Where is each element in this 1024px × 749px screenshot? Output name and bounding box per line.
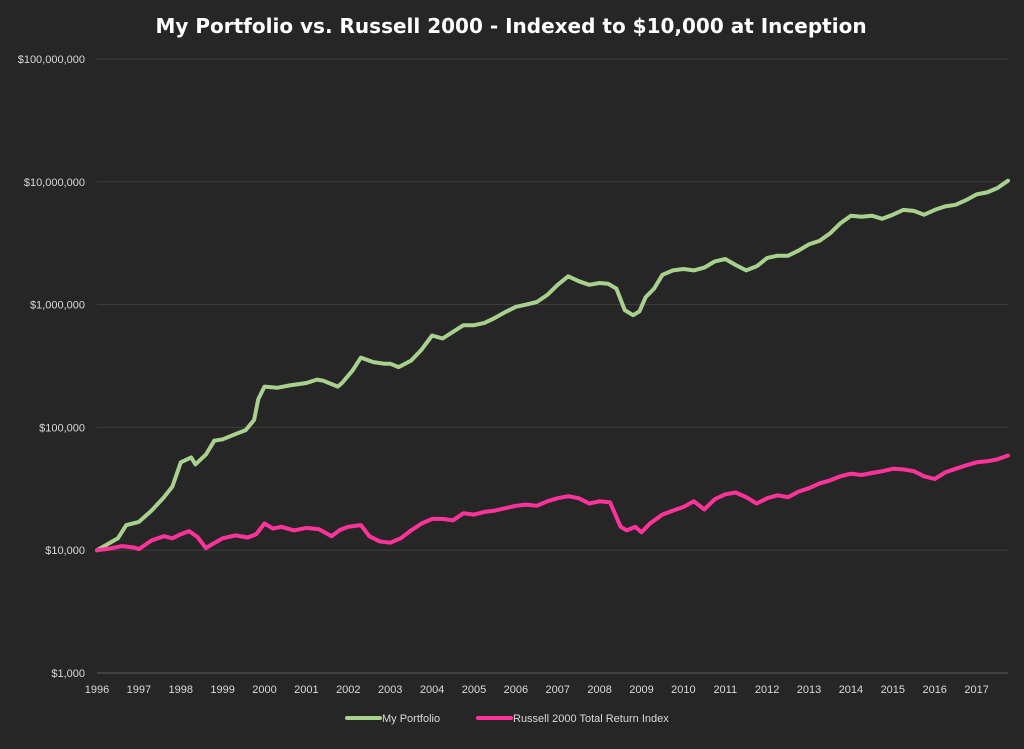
- x-tick-label: 2017: [964, 684, 988, 696]
- x-tick-label: 2014: [839, 684, 863, 696]
- y-tick-label: $1,000: [51, 668, 85, 680]
- x-tick-label: 2004: [420, 684, 444, 696]
- y-tick-label: $10,000: [45, 545, 85, 557]
- legend: My Portfolio Russell 2000 Total Return In…: [345, 713, 669, 725]
- series-line-russell-2000: [95, 453, 1010, 553]
- x-tick-label: 1998: [169, 684, 193, 696]
- x-tick-label: 1997: [127, 684, 151, 696]
- x-tick-label: 2011: [713, 684, 737, 696]
- y-tick-label: $1,000,000: [30, 300, 85, 312]
- series-lines: [95, 178, 1010, 553]
- x-tick-label: 2012: [755, 684, 779, 696]
- x-tick-label: 2002: [336, 684, 360, 696]
- legend-label: My Portfolio: [382, 713, 440, 725]
- y-tick-label: $100,000: [39, 422, 85, 434]
- legend-label: Russell 2000 Total Return Index: [513, 713, 669, 725]
- x-tick-label: 2006: [504, 684, 528, 696]
- chart-title: My Portfolio vs. Russell 2000 - Indexed …: [155, 14, 866, 38]
- x-tick-label: 2010: [671, 684, 695, 696]
- x-tick-label: 2009: [629, 684, 653, 696]
- x-tick-label: 2015: [881, 684, 905, 696]
- x-tick-label: 2000: [252, 684, 276, 696]
- x-tick-label: 2003: [378, 684, 402, 696]
- x-tick-label: 1996: [85, 684, 109, 696]
- x-tick-label: 2005: [462, 684, 486, 696]
- x-tick-label: 1999: [210, 684, 234, 696]
- axes: $1,000 $10,000 $100,000 $1,000,000 $10,000,0…: [18, 54, 1008, 696]
- x-tick-label: 2013: [797, 684, 821, 696]
- x-tick-label: 2008: [587, 684, 611, 696]
- x-tick-label: 2007: [545, 684, 569, 696]
- x-tick-label: 2001: [294, 684, 318, 696]
- x-tick-label: 2016: [922, 684, 946, 696]
- series-line-my-portfolio: [95, 178, 1010, 553]
- y-tick-label: $10,000,000: [24, 177, 85, 189]
- y-tick-label: $100,000,000: [18, 54, 85, 66]
